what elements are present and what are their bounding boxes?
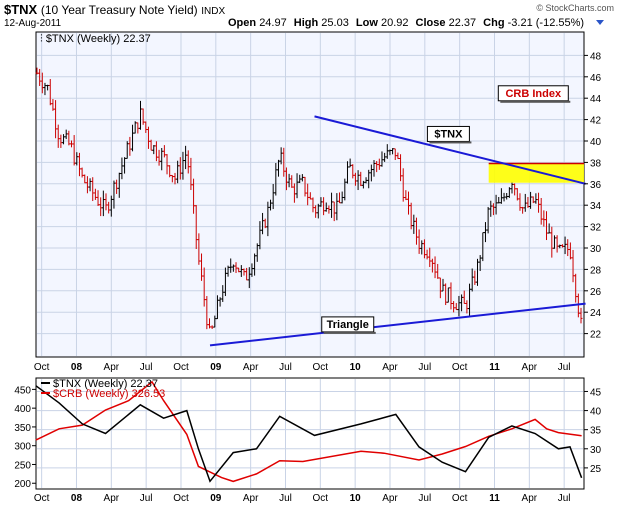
- ratio-x-tick-label: Apr: [522, 493, 538, 504]
- crb-y-tick-label: 450: [14, 385, 31, 396]
- triangle-annotation-shadow: [323, 331, 376, 334]
- watermark: © StockCharts.com: [536, 3, 614, 13]
- tnx-line: [35, 385, 583, 483]
- trendline-lower: [209, 302, 586, 347]
- crb-y-tick-label: 300: [14, 442, 31, 453]
- price-y-tick-label: 32: [590, 223, 602, 234]
- header-title: $TNX (10 Year Treasury Note Yield) INDX: [4, 2, 225, 17]
- price-x-tick-label: Jul: [418, 362, 431, 373]
- header-date: 12-Aug-2011: [4, 18, 62, 29]
- tnx-legend-label: $TNX (Weekly) 22.37: [53, 378, 158, 390]
- price-grid: [37, 33, 583, 356]
- ratio-x-tick-label: Jul: [279, 493, 292, 504]
- price-y-tick-label: 48: [590, 51, 602, 62]
- crb-y-tick-label: 350: [14, 423, 31, 434]
- price-x-tick-label: Oct: [452, 362, 468, 373]
- price-y-tick-label: 26: [590, 287, 602, 298]
- crb-annotation-label: CRB Index: [505, 88, 562, 100]
- price-bars: [35, 67, 583, 330]
- price-x-tick-label: Oct: [173, 362, 189, 373]
- price-y-tick-label: 36: [590, 180, 602, 191]
- crb-legend-label: $CRB (Weekly) 326.53: [53, 388, 165, 400]
- price-x-tick-label: 10: [350, 362, 362, 373]
- tnx-annotation-label: $TNX: [434, 128, 463, 140]
- price-y-tick-label: 40: [590, 137, 602, 148]
- price-x-tick-label: Jul: [279, 362, 292, 373]
- ratio-legend: $TNX (Weekly) 22.37 $CRB (Weekly) 326.53: [41, 378, 165, 400]
- price-y-tick-label: 44: [590, 94, 602, 105]
- price-y-axis: 22 24 26 28 30 32 34 36 38 40 42 44 46 48: [584, 51, 602, 341]
- price-y-tick-label: 22: [590, 330, 602, 341]
- quote-line: Open 24.97 High 25.03 Low 20.92 Close 22…: [228, 17, 584, 29]
- ratio-x-tick-label: 10: [350, 493, 362, 504]
- price-y-tick-label: 38: [590, 158, 602, 169]
- ratio-axes: 25 30 35 40 45 200 250 300 350 400 450: [14, 385, 601, 490]
- ratio-x-tick-label: Oct: [34, 493, 50, 504]
- triangle-annotation-label: Triangle: [327, 319, 369, 331]
- ratio-x-tick-label: Apr: [243, 493, 259, 504]
- price-y-tick-label: 42: [590, 116, 602, 127]
- ratio-x-tick-label: Oct: [452, 493, 468, 504]
- tnx-y-tick-label: 25: [590, 464, 602, 475]
- ratio-x-tick-label: Oct: [173, 493, 189, 504]
- price-y-tick-label: 46: [590, 73, 602, 84]
- ratio-lines: [35, 380, 583, 483]
- price-y-tick-label: 30: [590, 244, 602, 255]
- tnx-y-tick-label: 45: [590, 387, 602, 398]
- price-x-tick-label: 09: [210, 362, 222, 373]
- price-x-tick-label: Oct: [34, 362, 50, 373]
- ratio-x-tick-label: Apr: [104, 493, 120, 504]
- crb-y-tick-label: 400: [14, 404, 31, 415]
- price-x-tick-label: Apr: [243, 362, 259, 373]
- crb-line: [35, 380, 582, 483]
- tnx-y-tick-label: 35: [590, 426, 602, 437]
- ratio-x-tick-label: Jul: [558, 493, 571, 504]
- price-y-tick-label: 34: [590, 201, 602, 212]
- price-x-tick-label: Jul: [140, 362, 153, 373]
- price-x-axis: Oct 08 Apr Jul Oct 09 Apr Jul Oct 10 Apr Jul Oct 11 Ap…: [34, 362, 571, 373]
- price-legend: ⫶ $TNX (Weekly) 22.37: [40, 33, 151, 45]
- ratio-x-tick-label: 08: [71, 493, 83, 504]
- crb-y-tick-label: 250: [14, 460, 31, 471]
- ratio-x-tick-label: Oct: [313, 493, 329, 504]
- ratio-x-tick-label: 11: [489, 493, 500, 504]
- price-x-tick-label: Jul: [558, 362, 571, 373]
- ratio-x-tick-label: Apr: [382, 493, 398, 504]
- ratio-x-axis: Oct 08 Apr Jul Oct 09 Apr Jul Oct 10 Apr Jul Oct 11 Ap…: [34, 493, 571, 504]
- crb-annotation-shadow: [500, 100, 571, 103]
- price-x-tick-label: 08: [71, 362, 83, 373]
- tnx-y-tick-label: 40: [590, 407, 602, 418]
- price-x-tick-label: Apr: [522, 362, 538, 373]
- price-x-tick-label: 11: [489, 362, 500, 373]
- tnx-y-tick-label: 30: [590, 445, 602, 456]
- dropdown-arrow-icon[interactable]: [596, 20, 604, 25]
- price-overlay: $TNX CRB Index Triangle: [209, 85, 586, 347]
- price-x-tick-label: Oct: [313, 362, 329, 373]
- ratio-x-tick-label: Jul: [140, 493, 153, 504]
- ratio-x-tick-label: 09: [210, 493, 222, 504]
- ratio-x-tick-label: Jul: [418, 493, 431, 504]
- tnx-annotation-shadow: [429, 141, 472, 144]
- ratio-grid: [37, 379, 583, 488]
- price-y-tick-label: 28: [590, 265, 602, 276]
- crb-y-tick-label: 200: [14, 479, 31, 490]
- price-x-tick-label: Apr: [382, 362, 398, 373]
- price-x-tick-label: Apr: [104, 362, 120, 373]
- trendline-upper: [314, 115, 586, 185]
- price-y-tick-label: 24: [590, 308, 602, 319]
- legend-bar-icon: ⫶: [40, 33, 46, 45]
